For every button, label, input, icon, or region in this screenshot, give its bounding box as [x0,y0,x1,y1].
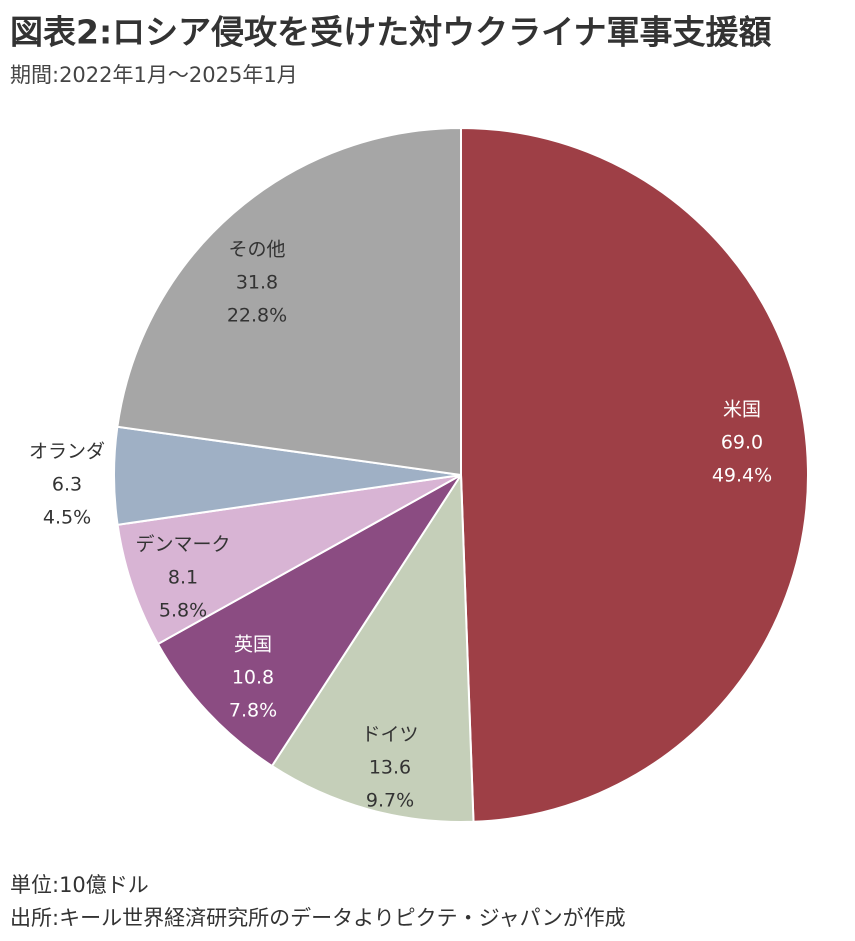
slice-percent: 9.7% [366,790,414,812]
pie-slice [116,126,462,477]
slice-value: 69.0 [721,432,763,454]
pie-slice [156,474,462,768]
slice-value: 6.3 [52,474,82,496]
slice-percent: 4.5% [43,507,91,529]
chart-title: 図表2:ロシア侵攻を受けた対ウクライナ軍事支援額 [10,13,772,52]
slice-label: オランダ [29,441,105,463]
slice-percent: 7.8% [229,700,277,722]
slice-label: その他 [228,239,285,261]
slice-value: 31.8 [236,272,278,294]
slice-label: 英国 [234,634,272,656]
source-note: 出所:キール世界経済研究所のデータよりピクテ・ジャパンが作成 [10,906,626,930]
slice-percent: 22.8% [227,305,287,327]
slice-label: 米国 [723,399,761,421]
slice-label: デンマーク [135,534,230,556]
slice-value: 13.6 [369,757,411,779]
pie-slice [270,471,475,823]
chart-subtitle: 期間:2022年1月～2025年1月 [10,63,298,87]
slice-value: 10.8 [232,667,274,689]
slice-percent: 49.4% [712,465,772,487]
slice-percent: 5.8% [159,600,207,622]
unit-note: 単位:10億ドル [10,873,149,897]
slice-value: 8.1 [168,567,198,589]
pie-slice [116,474,462,646]
slice-label: ドイツ [361,724,418,746]
pie-slice [460,126,809,823]
